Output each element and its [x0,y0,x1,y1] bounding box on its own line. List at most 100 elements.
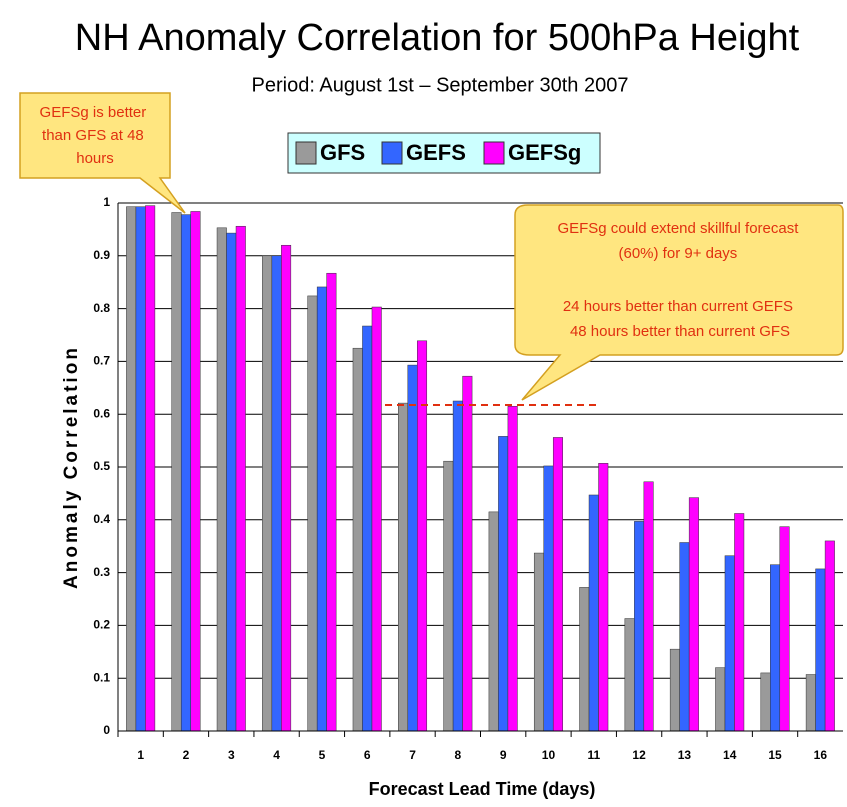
x-tick-label: 10 [542,748,556,762]
bar [271,255,282,732]
bar [316,286,327,732]
y-tick-label: 0.2 [93,618,110,632]
bar [262,255,273,732]
x-tick-label: 15 [768,748,782,762]
bar [552,437,563,732]
bar [352,347,363,732]
bar [462,375,473,732]
x-tick-label: 6 [364,748,371,762]
callout: GEFSg is better than GFS at 48 hours [19,92,186,214]
bar [543,465,554,732]
callout-text: GEFSg could extend skillful forecast (60… [557,220,802,340]
callout-text: GEFSg is better than GFS at 48 hours [40,104,151,167]
callout-line: than GFS at 48 [42,127,144,144]
x-tick-label: 8 [455,748,462,762]
y-tick-label: 0.7 [93,354,110,368]
bar [135,206,146,732]
x-tick-label: 4 [273,748,280,762]
bar [281,244,292,732]
callout-line: 48 hours better than current GFS [570,323,790,340]
bar [579,587,590,732]
bar [598,463,609,732]
bar [371,306,382,732]
bar [815,568,826,732]
bar [669,648,680,732]
bar [634,521,645,732]
y-tick-label: 1 [103,195,110,209]
bar [443,460,454,732]
bar [171,212,182,732]
y-tick-label: 0.3 [93,565,110,579]
bar [180,214,191,732]
bar [779,526,790,732]
bar [498,436,509,732]
chart-subtitle: Period: August 1st – September 30th 2007 [252,74,629,96]
callout-shape [514,204,844,401]
x-axis-label: Forecast Lead Time (days) [369,779,596,799]
y-axis-label: Anomaly Correlation [61,345,82,589]
bar [452,400,463,732]
bar [398,402,409,732]
y-tick-label: 0.6 [93,406,110,420]
bar [407,364,418,732]
bar [417,340,428,732]
chart-title: NH Anomaly Correlation for 500hPa Height [75,17,800,59]
y-tick-label: 0.1 [93,670,110,684]
x-tick-label: 11 [587,748,600,762]
x-tick-label: 2 [183,748,190,762]
legend-label: GEFSg [508,140,581,165]
x-tick-label: 5 [319,748,326,762]
callout-line: hours [76,150,114,167]
x-tick-label: 13 [678,748,692,762]
bar [235,225,246,732]
bar [824,540,835,732]
bar [226,232,237,732]
bar [216,227,227,732]
x-tick-label: 1 [137,748,144,762]
legend-box [287,132,601,174]
bar [805,674,816,732]
bar [362,325,373,732]
callout-line: (60%) for 9+ days [619,245,738,262]
bar [145,205,156,732]
bar [734,513,745,732]
legend: GFS GEFS GEFSg [287,132,601,174]
bar [126,206,137,732]
y-tick-label: 0.5 [93,459,110,473]
bar [679,542,690,732]
callout-shape [19,92,186,214]
callout: GEFSg could extend skillful forecast (60… [514,204,844,401]
bar [190,211,201,732]
x-tick-label: 9 [500,748,507,762]
bar [643,481,654,732]
x-tick-label: 3 [228,748,235,762]
legend-swatch [295,141,317,165]
callout-line: 24 hours better than current GEFS [563,298,793,315]
bar [533,552,544,732]
bar [507,406,518,732]
bar [326,272,337,732]
bar [760,672,771,732]
x-tick-label: 12 [632,748,646,762]
bar [715,667,726,732]
x-tick-label: 16 [814,748,828,762]
bar [688,497,699,732]
bar [488,511,499,732]
x-tick-label: 7 [409,748,416,762]
bar [770,564,781,732]
bar [724,555,735,732]
bar [307,295,318,732]
bar [624,618,635,732]
y-tick-label: 0 [103,723,110,737]
legend-swatch [381,141,403,165]
callout-line: GEFSg could extend skillful forecast [557,220,799,237]
callout-line: GEFSg is better [40,104,147,121]
legend-label: GEFS [406,140,466,165]
legend-label: GFS [320,140,365,165]
y-tick-label: 0.4 [93,512,110,526]
x-tick-label: 14 [723,748,737,762]
y-tick-label: 0.9 [93,248,110,262]
bar [588,494,599,732]
legend-swatch [483,141,505,165]
